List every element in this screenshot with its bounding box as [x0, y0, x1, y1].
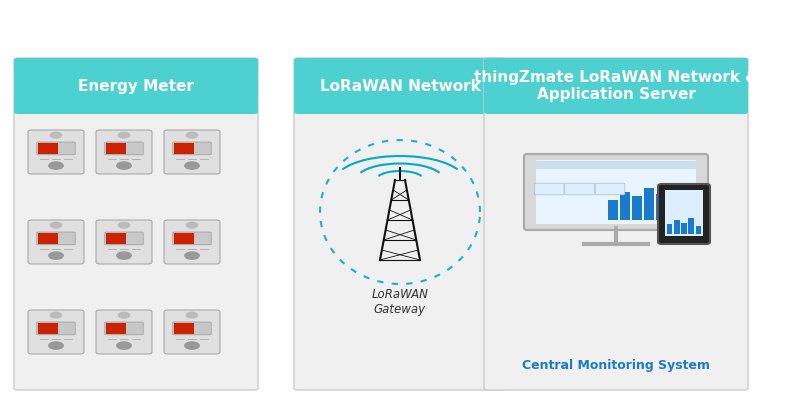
FancyBboxPatch shape: [105, 142, 143, 155]
FancyBboxPatch shape: [164, 220, 220, 264]
FancyBboxPatch shape: [96, 130, 152, 174]
FancyBboxPatch shape: [96, 310, 152, 354]
FancyBboxPatch shape: [644, 188, 654, 220]
FancyBboxPatch shape: [595, 183, 625, 195]
FancyBboxPatch shape: [14, 58, 258, 114]
Circle shape: [186, 132, 198, 138]
Text: LoRaWAN Network: LoRaWAN Network: [320, 78, 480, 94]
FancyBboxPatch shape: [105, 232, 143, 245]
FancyBboxPatch shape: [28, 310, 84, 354]
FancyBboxPatch shape: [484, 58, 748, 114]
FancyBboxPatch shape: [105, 322, 143, 335]
FancyBboxPatch shape: [96, 220, 152, 264]
Circle shape: [118, 222, 130, 228]
FancyBboxPatch shape: [484, 58, 748, 390]
FancyBboxPatch shape: [164, 130, 220, 174]
FancyBboxPatch shape: [38, 143, 58, 154]
Circle shape: [118, 132, 130, 138]
FancyBboxPatch shape: [524, 154, 708, 230]
FancyBboxPatch shape: [173, 322, 211, 335]
FancyBboxPatch shape: [38, 323, 58, 334]
FancyBboxPatch shape: [174, 143, 194, 154]
FancyBboxPatch shape: [689, 218, 694, 234]
FancyBboxPatch shape: [534, 183, 564, 195]
Text: thingZmate LoRaWAN Network &
Application Server: thingZmate LoRaWAN Network & Application…: [474, 70, 758, 102]
FancyBboxPatch shape: [682, 223, 687, 234]
FancyBboxPatch shape: [37, 232, 75, 245]
FancyBboxPatch shape: [173, 142, 211, 155]
Circle shape: [186, 312, 198, 318]
Circle shape: [117, 252, 131, 259]
FancyBboxPatch shape: [37, 142, 75, 155]
Circle shape: [49, 252, 63, 259]
Circle shape: [185, 252, 199, 259]
FancyBboxPatch shape: [106, 233, 126, 244]
Circle shape: [50, 132, 62, 138]
Circle shape: [186, 222, 198, 228]
Text: LoRaWAN
Gateway: LoRaWAN Gateway: [371, 288, 429, 316]
Circle shape: [50, 312, 62, 318]
FancyBboxPatch shape: [106, 323, 126, 334]
FancyBboxPatch shape: [173, 232, 211, 245]
FancyBboxPatch shape: [668, 198, 678, 220]
FancyBboxPatch shape: [294, 58, 506, 390]
Circle shape: [117, 162, 131, 169]
Text: Central Monitoring System: Central Monitoring System: [522, 359, 710, 372]
Circle shape: [50, 222, 62, 228]
Circle shape: [185, 162, 199, 169]
Circle shape: [118, 312, 130, 318]
Circle shape: [49, 342, 63, 349]
FancyBboxPatch shape: [294, 58, 506, 114]
FancyBboxPatch shape: [536, 161, 696, 169]
FancyBboxPatch shape: [106, 143, 126, 154]
FancyBboxPatch shape: [608, 200, 618, 220]
FancyBboxPatch shape: [658, 184, 710, 244]
FancyBboxPatch shape: [38, 233, 58, 244]
Circle shape: [49, 162, 63, 169]
Text: Energy Meter: Energy Meter: [78, 78, 194, 94]
FancyBboxPatch shape: [536, 160, 696, 224]
FancyBboxPatch shape: [565, 183, 594, 195]
FancyBboxPatch shape: [37, 322, 75, 335]
Circle shape: [117, 342, 131, 349]
FancyBboxPatch shape: [14, 58, 258, 390]
FancyBboxPatch shape: [28, 220, 84, 264]
FancyBboxPatch shape: [667, 224, 672, 234]
FancyBboxPatch shape: [666, 190, 703, 236]
FancyBboxPatch shape: [620, 192, 630, 220]
FancyBboxPatch shape: [674, 220, 680, 234]
FancyBboxPatch shape: [656, 194, 666, 220]
Circle shape: [185, 342, 199, 349]
FancyBboxPatch shape: [174, 233, 194, 244]
FancyBboxPatch shape: [164, 310, 220, 354]
FancyBboxPatch shape: [696, 226, 701, 234]
FancyBboxPatch shape: [174, 323, 194, 334]
FancyBboxPatch shape: [28, 130, 84, 174]
FancyBboxPatch shape: [632, 196, 642, 220]
